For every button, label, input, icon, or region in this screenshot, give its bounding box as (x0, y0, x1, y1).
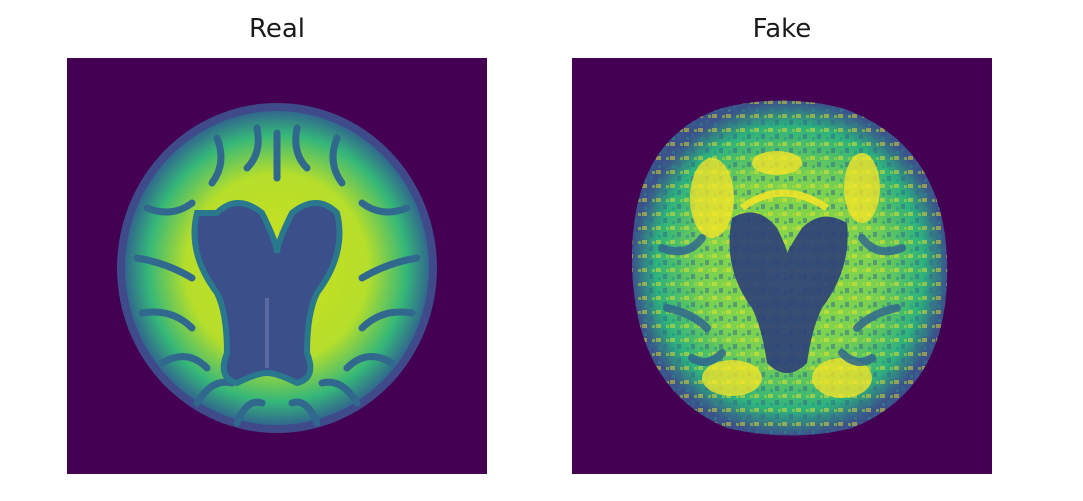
fake-brain-image (572, 58, 992, 474)
real-brain-image (67, 58, 487, 474)
real-title: Real (248, 14, 306, 44)
fake-title: Fake (752, 14, 812, 44)
